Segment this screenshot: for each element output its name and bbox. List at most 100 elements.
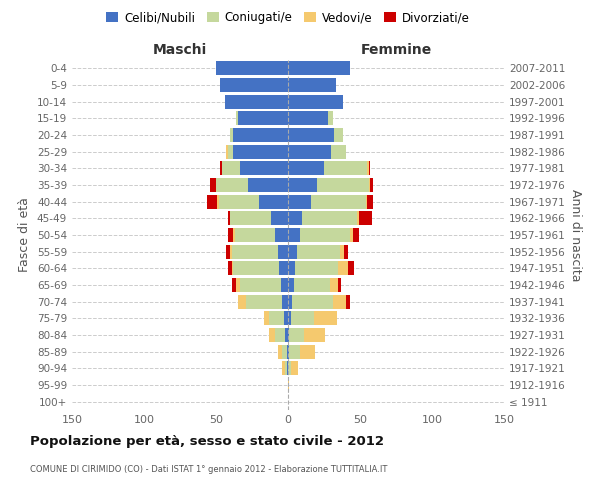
Bar	[294, 278, 330, 292]
Bar	[230, 128, 233, 142]
Bar	[236, 278, 241, 292]
Bar	[288, 278, 294, 292]
Bar	[289, 328, 304, 342]
Bar	[233, 128, 288, 142]
Legend: Celibi/Nubili, Coniugati/e, Vedovi/e, Divorziati/e: Celibi/Nubili, Coniugati/e, Vedovi/e, Di…	[101, 6, 475, 29]
Bar	[288, 194, 311, 209]
Bar	[296, 244, 340, 259]
Bar	[288, 112, 328, 126]
Bar	[359, 211, 371, 226]
Bar	[353, 228, 359, 242]
Bar	[288, 261, 295, 276]
Bar	[238, 112, 288, 126]
Bar	[233, 261, 280, 276]
Bar	[217, 194, 219, 209]
Bar	[275, 228, 288, 242]
Bar	[344, 244, 349, 259]
Bar	[338, 261, 349, 276]
Bar	[269, 328, 275, 342]
Bar	[285, 328, 288, 342]
Bar	[236, 112, 238, 126]
Bar	[284, 311, 288, 326]
Bar	[288, 144, 331, 159]
Bar	[334, 128, 343, 142]
Bar	[328, 112, 332, 126]
Bar	[232, 261, 233, 276]
Bar	[330, 278, 338, 292]
Bar	[224, 94, 288, 109]
Bar	[331, 144, 346, 159]
Bar	[311, 194, 366, 209]
Bar	[227, 144, 233, 159]
Bar	[288, 162, 324, 175]
Bar	[278, 244, 288, 259]
Bar	[288, 62, 350, 76]
Bar	[299, 344, 316, 359]
Bar	[288, 211, 302, 226]
Bar	[230, 244, 232, 259]
Bar	[287, 361, 288, 376]
Bar	[288, 128, 334, 142]
Bar	[350, 228, 353, 242]
Bar	[222, 162, 241, 175]
Bar	[210, 178, 216, 192]
Bar	[220, 78, 288, 92]
Bar	[288, 178, 317, 192]
Bar	[275, 328, 285, 342]
Bar	[302, 211, 357, 226]
Bar	[291, 311, 314, 326]
Bar	[282, 294, 288, 308]
Bar	[288, 244, 296, 259]
Bar	[324, 162, 367, 175]
Bar	[235, 228, 275, 242]
Bar	[338, 278, 341, 292]
Bar	[295, 261, 338, 276]
Bar	[287, 344, 288, 359]
Bar	[232, 244, 278, 259]
Text: Femmine: Femmine	[361, 42, 431, 56]
Bar	[226, 244, 230, 259]
Bar	[288, 228, 299, 242]
Bar	[241, 162, 288, 175]
Bar	[368, 178, 370, 192]
Text: Popolazione per età, sesso e stato civile - 2012: Popolazione per età, sesso e stato civil…	[30, 435, 384, 448]
Bar	[219, 194, 259, 209]
Bar	[227, 228, 233, 242]
Bar	[317, 178, 368, 192]
Bar	[282, 344, 287, 359]
Bar	[366, 194, 367, 209]
Bar	[232, 278, 236, 292]
Bar	[233, 228, 235, 242]
Bar	[216, 62, 288, 76]
Bar	[288, 311, 291, 326]
Bar	[280, 261, 288, 276]
Bar	[357, 211, 359, 226]
Bar	[340, 244, 344, 259]
Y-axis label: Anni di nascita: Anni di nascita	[569, 188, 582, 281]
Bar	[208, 194, 217, 209]
Bar	[263, 311, 269, 326]
Bar	[238, 294, 246, 308]
Bar	[368, 162, 370, 175]
Bar	[281, 278, 288, 292]
Bar	[230, 211, 271, 226]
Bar	[299, 228, 350, 242]
Bar	[226, 144, 227, 159]
Bar	[288, 294, 292, 308]
Bar	[248, 178, 288, 192]
Bar	[288, 328, 289, 342]
Bar	[304, 328, 325, 342]
Bar	[241, 278, 281, 292]
Bar	[246, 294, 282, 308]
Bar	[288, 361, 291, 376]
Bar	[367, 162, 368, 175]
Bar	[288, 378, 289, 392]
Bar	[271, 211, 288, 226]
Bar	[282, 361, 285, 376]
Bar	[288, 78, 335, 92]
Text: COMUNE DI CIRIMIDO (CO) - Dati ISTAT 1° gennaio 2012 - Elaborazione TUTTITALIA.I: COMUNE DI CIRIMIDO (CO) - Dati ISTAT 1° …	[30, 465, 388, 474]
Bar	[216, 178, 248, 192]
Bar	[259, 194, 288, 209]
Bar	[285, 361, 287, 376]
Bar	[346, 294, 350, 308]
